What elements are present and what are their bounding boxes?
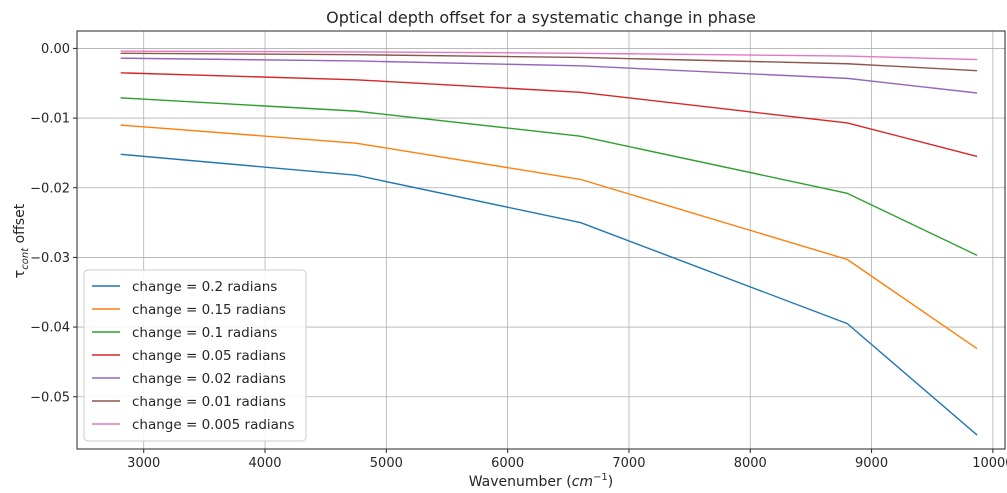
y-tick-label: −0.02 bbox=[30, 181, 70, 196]
y-axis-ticks: 0.00 −0.01 −0.02 −0.03 −0.04 −0.05 bbox=[30, 42, 77, 405]
series-line bbox=[120, 153, 978, 436]
x-tick-label: 3000 bbox=[127, 456, 160, 471]
x-tick-label: 8000 bbox=[734, 456, 767, 471]
y-axis-title: τcont offset bbox=[12, 203, 31, 278]
legend-label: change = 0.15 radians bbox=[132, 302, 286, 318]
series-lines bbox=[120, 50, 978, 436]
x-tick-label: 9000 bbox=[855, 456, 888, 471]
legend-label: change = 0.1 radians bbox=[132, 325, 277, 341]
x-tick-label: 7000 bbox=[612, 456, 645, 471]
series-line bbox=[120, 97, 978, 256]
legend-label: change = 0.2 radians bbox=[132, 279, 277, 295]
x-tick-label: 5000 bbox=[370, 456, 403, 471]
series-line bbox=[120, 52, 978, 72]
y-tick-label: −0.03 bbox=[30, 251, 70, 266]
series-line bbox=[120, 124, 978, 350]
x-axis-title: Wavenumber (cm−1) bbox=[469, 472, 614, 490]
chart-title: Optical depth offset for a systematic ch… bbox=[326, 8, 756, 27]
legend-box bbox=[83, 269, 307, 442]
legend-label: change = 0.005 radians bbox=[132, 417, 295, 433]
legend-label: change = 0.01 radians bbox=[132, 394, 286, 410]
legend-label: change = 0.05 radians bbox=[132, 348, 286, 364]
x-tick-label: 6000 bbox=[491, 456, 524, 471]
series-line bbox=[120, 50, 978, 61]
legend: change = 0.2 radians change = 0.15 radian… bbox=[83, 269, 307, 442]
legend-label: change = 0.02 radians bbox=[132, 371, 286, 387]
x-tick-label: 4000 bbox=[248, 456, 281, 471]
y-tick-label: −0.04 bbox=[30, 321, 70, 336]
series-line bbox=[120, 72, 978, 158]
y-tick-label: −0.05 bbox=[30, 390, 70, 405]
plot-frame bbox=[76, 30, 1006, 450]
series-line bbox=[120, 57, 978, 94]
y-tick-label: 0.00 bbox=[41, 42, 70, 57]
y-tick-label: −0.01 bbox=[30, 112, 70, 127]
